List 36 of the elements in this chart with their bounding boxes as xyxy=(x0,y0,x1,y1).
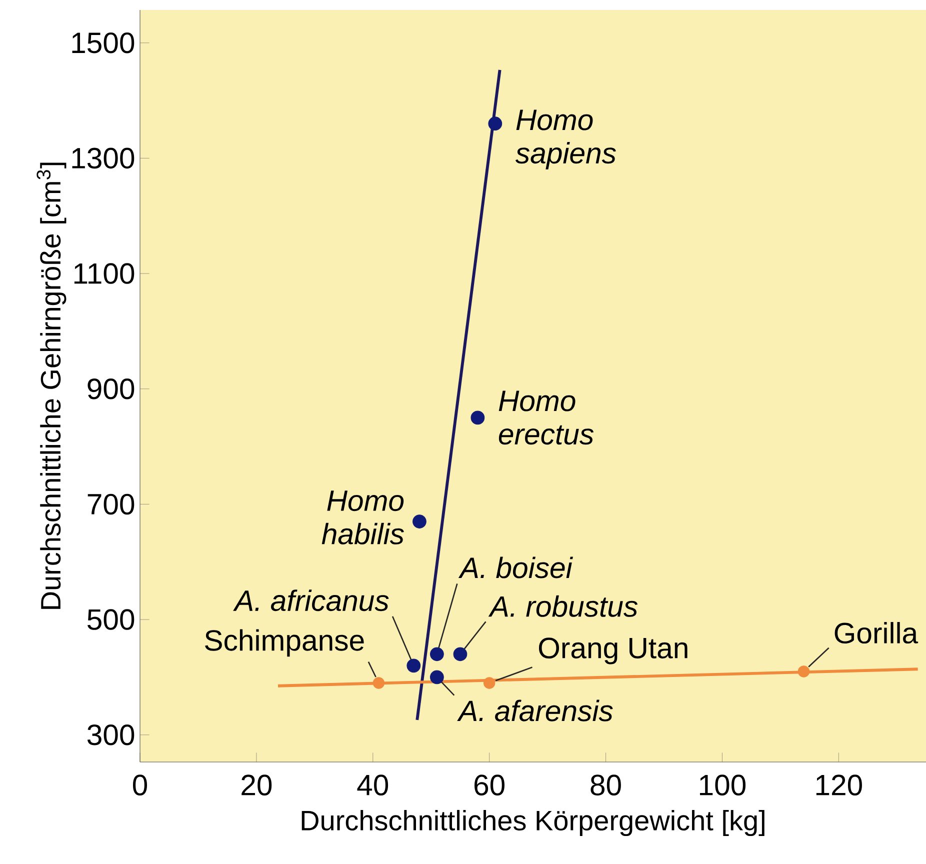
y-tick-label: 1300 xyxy=(72,148,134,169)
x-tick-label: 0 xyxy=(132,774,148,796)
annotation: A. robustus xyxy=(488,595,638,617)
point xyxy=(430,670,444,684)
x-tick-label: 20 xyxy=(242,774,272,796)
y-tick-label: 500 xyxy=(88,609,134,630)
point xyxy=(412,514,426,528)
y-tick-label: 1100 xyxy=(74,263,134,284)
x-tick-label: 80 xyxy=(590,774,621,796)
annotation: Orang Utan xyxy=(538,638,688,664)
annotation: A. africanus xyxy=(233,590,389,612)
point xyxy=(430,647,444,662)
annotation: Gorilla xyxy=(834,622,918,644)
annotation: A. boisei xyxy=(458,556,573,578)
y-tick-label: 1500 xyxy=(72,32,134,54)
point xyxy=(453,647,468,662)
x-axis-title: Durchschnittliches Körpergewicht [kg] xyxy=(302,810,764,836)
annotation: Schimpanse xyxy=(205,629,364,657)
y-axis-title: Durchschnittliche Gehirngröße [cm$^{3}$] xyxy=(36,162,66,609)
point xyxy=(798,666,810,678)
y-tick-label: 700 xyxy=(88,494,134,515)
y-tick-label: 900 xyxy=(88,378,134,400)
point xyxy=(483,677,496,689)
annotation: Homo erectus xyxy=(498,390,594,445)
point xyxy=(406,658,421,673)
x-tick-label: 100 xyxy=(700,774,746,796)
annotation: Homo habilis xyxy=(322,490,404,544)
y-tick-label: 300 xyxy=(87,724,134,746)
point xyxy=(470,410,485,425)
x-tick-label: 60 xyxy=(474,774,504,796)
annotation: A. afarensis xyxy=(457,700,613,722)
point xyxy=(488,116,502,131)
annotation: Homo sapiens xyxy=(515,110,616,170)
x-tick-label: 40 xyxy=(357,774,388,796)
point xyxy=(372,677,385,689)
x-tick-label: 120 xyxy=(816,774,862,796)
